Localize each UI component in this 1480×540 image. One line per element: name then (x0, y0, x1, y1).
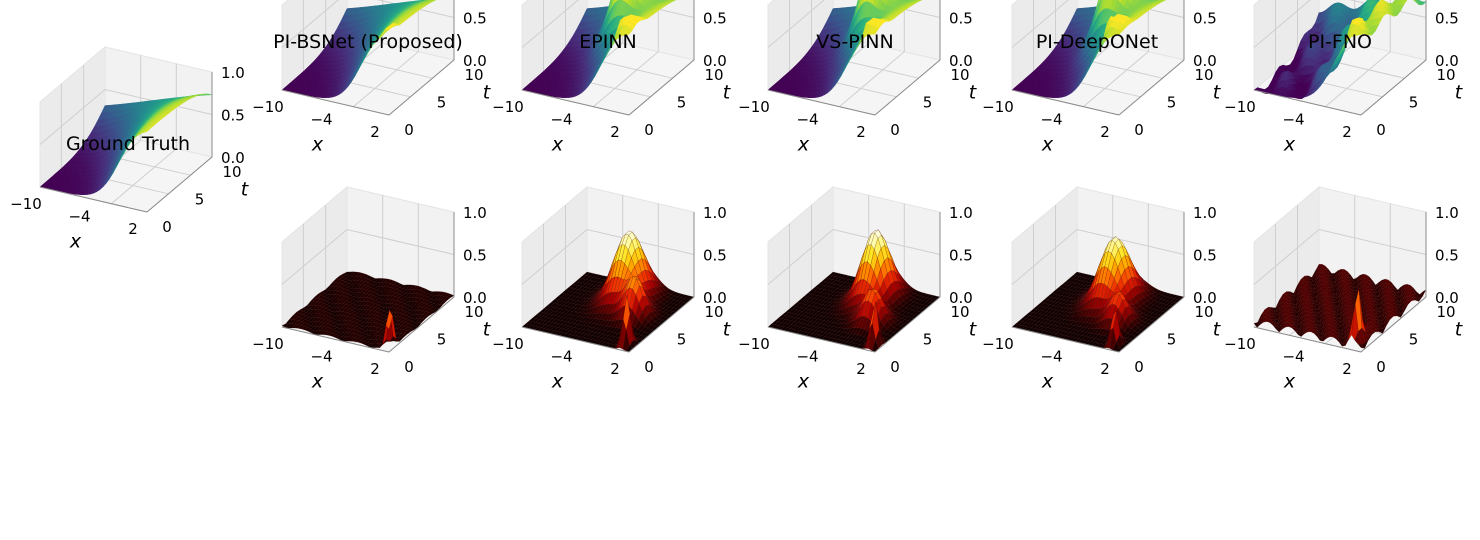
x-axis-label: x (1041, 134, 1054, 156)
x-axis-label: x (69, 231, 82, 253)
x-tick-label: 2 (370, 123, 380, 141)
t-tick-label: 0 (1134, 121, 1144, 139)
z-tick-label: 0.5 (463, 10, 487, 28)
x-tick-label: −10 (252, 335, 284, 353)
panel-title: PI-BSNet (Proposed) (273, 31, 463, 53)
t-tick-label: 0 (162, 218, 172, 236)
z-tick-label: 0.5 (703, 10, 727, 28)
t-tick-label: 5 (1167, 94, 1177, 112)
z-tick-label: 1.0 (221, 64, 245, 82)
t-axis-label: t (483, 319, 492, 341)
z-tick-label: 1.0 (463, 204, 487, 222)
x-tick-label: −4 (1282, 111, 1304, 129)
x-axis-label: x (311, 134, 324, 156)
t-tick-label: 0 (890, 121, 900, 139)
z-tick-label: 0.0 (463, 52, 487, 70)
t-axis-label: t (241, 179, 250, 201)
t-tick-label: 5 (437, 331, 447, 349)
x-tick-label: 2 (610, 123, 620, 141)
z-tick-label: 0.0 (703, 52, 727, 70)
surface (281, 0, 437, 98)
z-tick-label: 0.5 (463, 247, 487, 265)
panel-title: Ground Truth (66, 133, 190, 155)
z-tick-label: 0.0 (949, 52, 973, 70)
z-tick-label: 0.5 (949, 10, 973, 28)
t-tick-label: 0 (1376, 121, 1386, 139)
t-tick-label: 0 (404, 121, 414, 139)
t-tick-label: 5 (1409, 94, 1419, 112)
z-tick-label: 0.0 (463, 289, 487, 307)
x-tick-label: −10 (738, 98, 770, 116)
x-axis-label: x (1283, 134, 1296, 156)
panel-title: PI-FNO (1308, 31, 1372, 53)
x-axis-label: x (797, 134, 810, 156)
t-axis-label: t (1455, 82, 1464, 104)
t-axis-line (146, 156, 213, 213)
z-tick-label: 0.0 (221, 149, 245, 167)
t-tick-label: 0 (404, 358, 414, 376)
t-tick-label: 5 (195, 191, 205, 209)
x-tick-label: −10 (10, 195, 42, 213)
surface (39, 93, 213, 195)
panel-title: EPINN (579, 31, 637, 53)
x-axis-line (39, 186, 148, 213)
panel-title: VS-PINN (816, 31, 893, 53)
z-tick-label: 0.0 (1193, 52, 1217, 70)
x-tick-label: 2 (128, 220, 138, 238)
x-tick-label: −10 (982, 98, 1014, 116)
t-tick-label: 5 (437, 94, 447, 112)
z-tick-label: 0.0 (1435, 52, 1459, 70)
x-tick-label: −4 (1040, 111, 1062, 129)
panel-gt: −10 −4 2 0 5 100.0 0.5 1.0 x t Ground Truth (10, 45, 250, 253)
t-axis-label: t (483, 82, 492, 104)
x-axis-label: x (311, 371, 324, 393)
x-axis-label: x (551, 134, 564, 156)
t-axis-label: t (723, 82, 732, 104)
x-tick-label: −4 (796, 111, 818, 129)
x-tick-label: 2 (856, 123, 866, 141)
panel-title: PI-DeepONet (1036, 31, 1158, 53)
t-tick-label: 5 (923, 94, 933, 112)
x-tick-label: −10 (252, 98, 284, 116)
x-tick-label: 2 (1100, 123, 1110, 141)
t-tick-label: 5 (677, 94, 687, 112)
x-tick-label: −4 (310, 348, 332, 366)
x-tick-label: −4 (550, 111, 572, 129)
x-tick-label: −4 (68, 208, 90, 226)
t-tick-label: 0 (644, 121, 654, 139)
x-tick-label: −4 (310, 111, 332, 129)
z-tick-label: 0.5 (221, 107, 245, 125)
x-tick-label: −10 (1224, 98, 1256, 116)
t-tick-label: 10 (222, 163, 241, 181)
x-tick-label: 2 (1342, 123, 1352, 141)
x-tick-label: −10 (492, 98, 524, 116)
x-tick-label: 2 (370, 360, 380, 378)
surface-cell (143, 128, 151, 133)
t-axis-label: t (969, 82, 978, 104)
t-axis-label: t (1213, 82, 1222, 104)
z-tick-label: 0.5 (1435, 10, 1459, 28)
z-tick-label: 0.5 (1193, 10, 1217, 28)
